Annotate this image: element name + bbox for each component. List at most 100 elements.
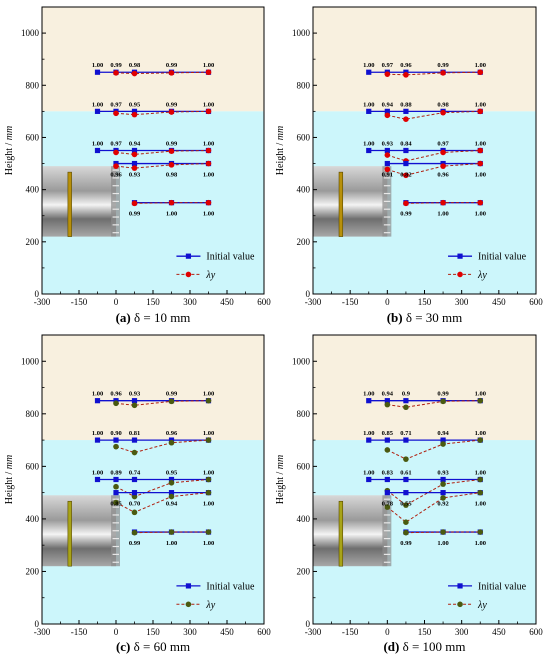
x-tick-label: 0 [114, 627, 119, 637]
data-label: 0.71 [400, 430, 411, 437]
initial-value-marker [131, 160, 138, 167]
lambda-marker [477, 476, 484, 483]
initial-value-marker [384, 490, 390, 496]
legend-lambda-marker [185, 271, 192, 278]
panel-b: 1.00 0.97 0.96 0.99 1.00 1.00 0.94 0.88 0.98 1.00… [275, 6, 543, 325]
data-label: 0.99 [166, 141, 178, 148]
initial-value-marker [384, 437, 390, 443]
initial-value-marker [131, 398, 138, 404]
x-tick-label: 300 [183, 297, 197, 307]
legend-initial-marker [457, 583, 463, 589]
y-tick-label: 200 [26, 237, 40, 247]
data-label: 0.99 [166, 391, 178, 398]
data-label: 1.00 [475, 501, 486, 508]
x-tick-label: -300 [305, 627, 322, 637]
lambda-marker [477, 199, 484, 206]
lambda-dashed-line [115, 150, 209, 155]
x-tick-label: 150 [418, 297, 432, 307]
lambda-marker [477, 397, 484, 404]
y-tick-label: 600 [297, 461, 311, 471]
lambda-marker [477, 529, 484, 535]
y-axis-label-text: Height / [275, 140, 286, 175]
data-label: 1.00 [203, 141, 214, 148]
lambda-marker [131, 70, 138, 77]
lambda-marker [477, 160, 484, 167]
lambda-marker [131, 111, 138, 118]
initial-value-marker [94, 476, 101, 483]
data-label: 1.00 [203, 101, 214, 108]
lambda-marker [440, 398, 446, 405]
lambda-dashed-line [115, 439, 209, 454]
x-tick-label: -150 [342, 297, 359, 307]
series-group: 1.00 0.94 0.9 0.99 1.00 1.00 0.85 0.71 0.94 1.00 1… [363, 391, 486, 547]
data-label: 0.98 [129, 62, 141, 69]
legend-initial-marker [457, 253, 463, 259]
lambda-dashed-line [387, 110, 481, 120]
caption-text: δ = 100 mm [399, 639, 465, 654]
initial-value-marker [440, 476, 446, 483]
legend-initial-label: Initial value [478, 252, 527, 263]
y-tick-label: 200 [297, 566, 311, 576]
series-group: 1.00 0.97 0.96 0.99 1.00 1.00 0.94 0.88 0.98 1.00… [363, 62, 486, 217]
y-tick-label: 1000 [21, 28, 40, 38]
lambda-marker [403, 404, 409, 411]
y-axis-label: Height / mm [4, 455, 15, 504]
wall-block [313, 495, 388, 567]
lambda-marker [205, 147, 212, 154]
initial-value-marker [168, 490, 175, 496]
initial-value-marker [94, 398, 101, 404]
x-tick-label: -300 [34, 297, 51, 307]
data-label: 0.99 [129, 211, 141, 218]
initial-value-marker [94, 437, 101, 443]
x-tick-label: 300 [455, 627, 469, 637]
data-label: 1.00 [363, 62, 374, 69]
data-label: 0.55 [400, 501, 412, 508]
data-label: 1.00 [475, 101, 486, 108]
data-label: 0.85 [382, 430, 394, 437]
y-axis-label: Height / mm [275, 455, 286, 504]
initial-value-marker [131, 476, 138, 483]
x-tick-label: 600 [529, 297, 543, 307]
initial-value-marker [113, 490, 119, 496]
lambda-dashed-line [387, 400, 481, 408]
y-tick-label: 0 [35, 289, 40, 299]
lambda-marker [403, 200, 409, 207]
data-label: 0.98 [166, 172, 178, 179]
lambda-dashed-line [115, 71, 209, 75]
initial-value-marker [366, 398, 372, 404]
data-label: 1.00 [475, 172, 486, 179]
data-label: 0.99 [400, 211, 412, 218]
data-label: 0.99 [110, 62, 122, 69]
legend-lambda-label: λy [477, 600, 487, 611]
data-label: 1.00 [475, 62, 486, 69]
data-label: 1.00 [92, 391, 103, 398]
lambda-marker [113, 443, 119, 450]
x-tick-label: 300 [455, 297, 469, 307]
data-label: 1.00 [203, 540, 214, 547]
initial-value-marker [403, 147, 409, 154]
lambda-marker [477, 69, 484, 76]
lambda-marker [384, 401, 391, 408]
y-tick-label: 800 [26, 409, 40, 419]
data-label: 0.93 [437, 470, 449, 477]
lambda-dashed-line [115, 479, 209, 498]
data-label: 1.00 [203, 470, 214, 477]
lambda-marker [403, 456, 409, 462]
x-tick-label: -150 [71, 627, 88, 637]
lambda-dashed-line [115, 400, 209, 406]
data-label: 0.81 [129, 430, 140, 437]
y-tick-label: 1000 [292, 356, 311, 366]
data-label: 1.00 [363, 391, 374, 398]
caption-letter: (c) [116, 639, 130, 654]
lambda-dashed-line [387, 71, 481, 76]
data-label: 0.78 [382, 501, 394, 508]
data-label: 1.00 [92, 101, 103, 108]
data-label: 1.00 [92, 141, 103, 148]
lambda-marker [403, 72, 409, 78]
panel-caption: (c) δ = 60 mm [116, 639, 190, 654]
data-label: 1.00 [475, 211, 486, 218]
data-label: 0.95 [129, 101, 141, 108]
lambda-marker [440, 163, 446, 169]
data-label: 0.74 [129, 470, 141, 477]
soil-region [42, 7, 264, 112]
